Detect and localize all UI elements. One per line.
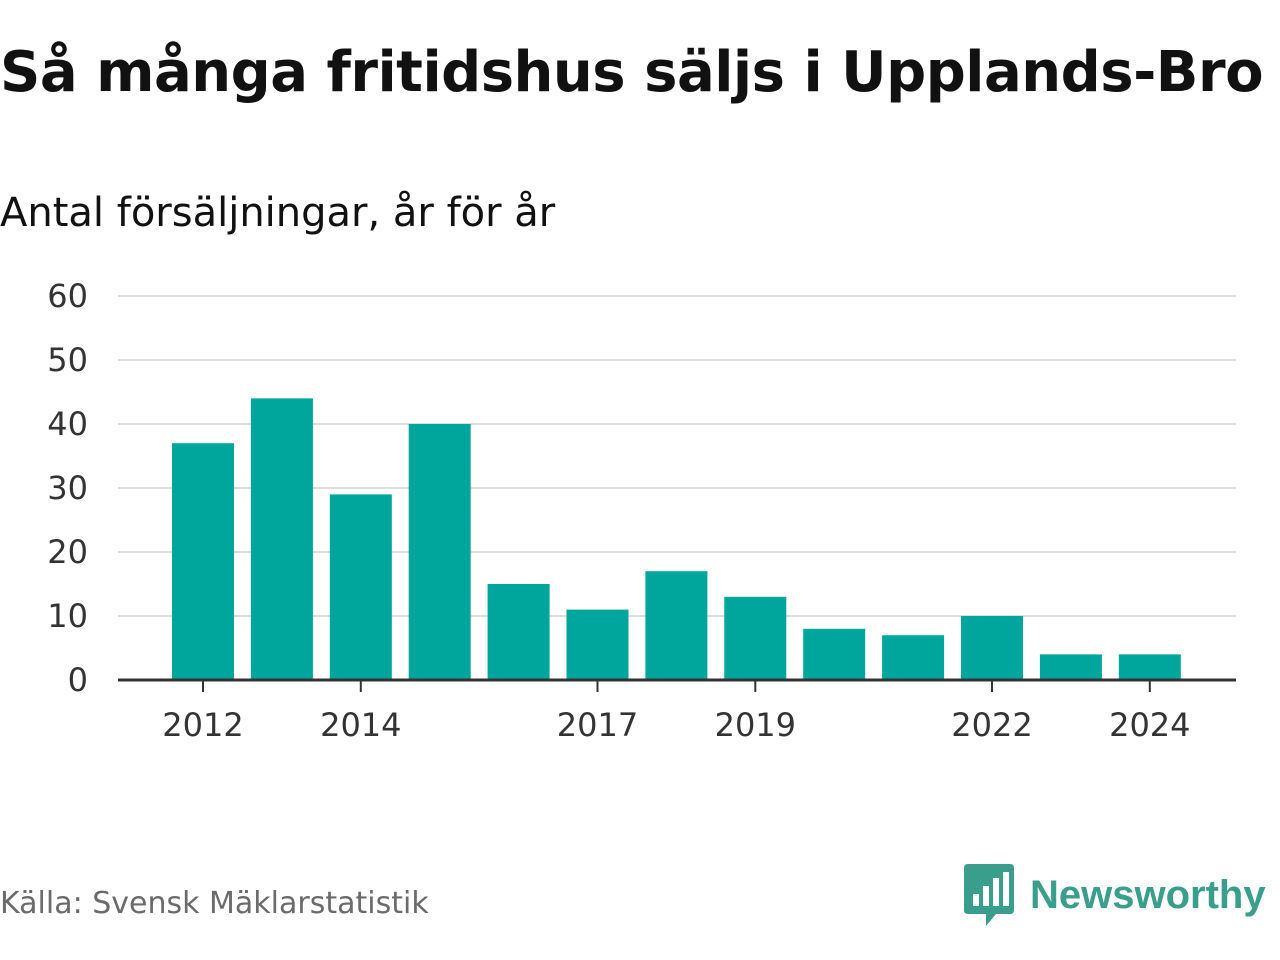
source-note: Källa: Svensk Mäklarstatistik: [0, 886, 429, 921]
newsworthy-logo-icon: [964, 864, 1014, 926]
y-tick-label: 10: [47, 597, 88, 635]
x-tick-label: 2012: [162, 706, 243, 744]
bar-2018: [645, 571, 708, 680]
y-tick-label: 30: [47, 469, 88, 507]
y-tick-label: 40: [47, 405, 88, 443]
logo-text: Newsworthy: [1030, 872, 1266, 917]
bar-2016: [487, 584, 550, 680]
x-tick-label: 2014: [320, 706, 401, 744]
x-tick-label: 2019: [715, 706, 796, 744]
bar-2022: [961, 616, 1023, 680]
bar-2023: [1039, 654, 1102, 680]
y-tick-label: 60: [47, 277, 88, 315]
bar-2013: [250, 398, 313, 680]
x-tick-label: 2024: [1109, 706, 1190, 744]
y-tick-label: 20: [47, 533, 88, 571]
bar-2019: [724, 596, 787, 680]
newsworthy-logo: Newsworthy: [964, 864, 1266, 926]
chart-subtitle: Antal försäljningar, år för år: [0, 190, 556, 236]
bar-2017: [566, 609, 629, 680]
x-tick-label: 2017: [557, 706, 638, 744]
bar-2015: [408, 424, 471, 680]
bar-2020: [803, 628, 866, 680]
x-tick-label: 2022: [951, 706, 1032, 744]
y-tick-label: 50: [47, 341, 88, 379]
bar-2014: [329, 494, 392, 680]
bar-2012: [172, 443, 234, 680]
chart-title: Så många fritidshus säljs i Upplands-Bro: [0, 40, 1264, 105]
bar-2024: [1118, 654, 1181, 680]
y-tick-label: 0: [68, 661, 88, 699]
bar-2021: [882, 635, 945, 680]
